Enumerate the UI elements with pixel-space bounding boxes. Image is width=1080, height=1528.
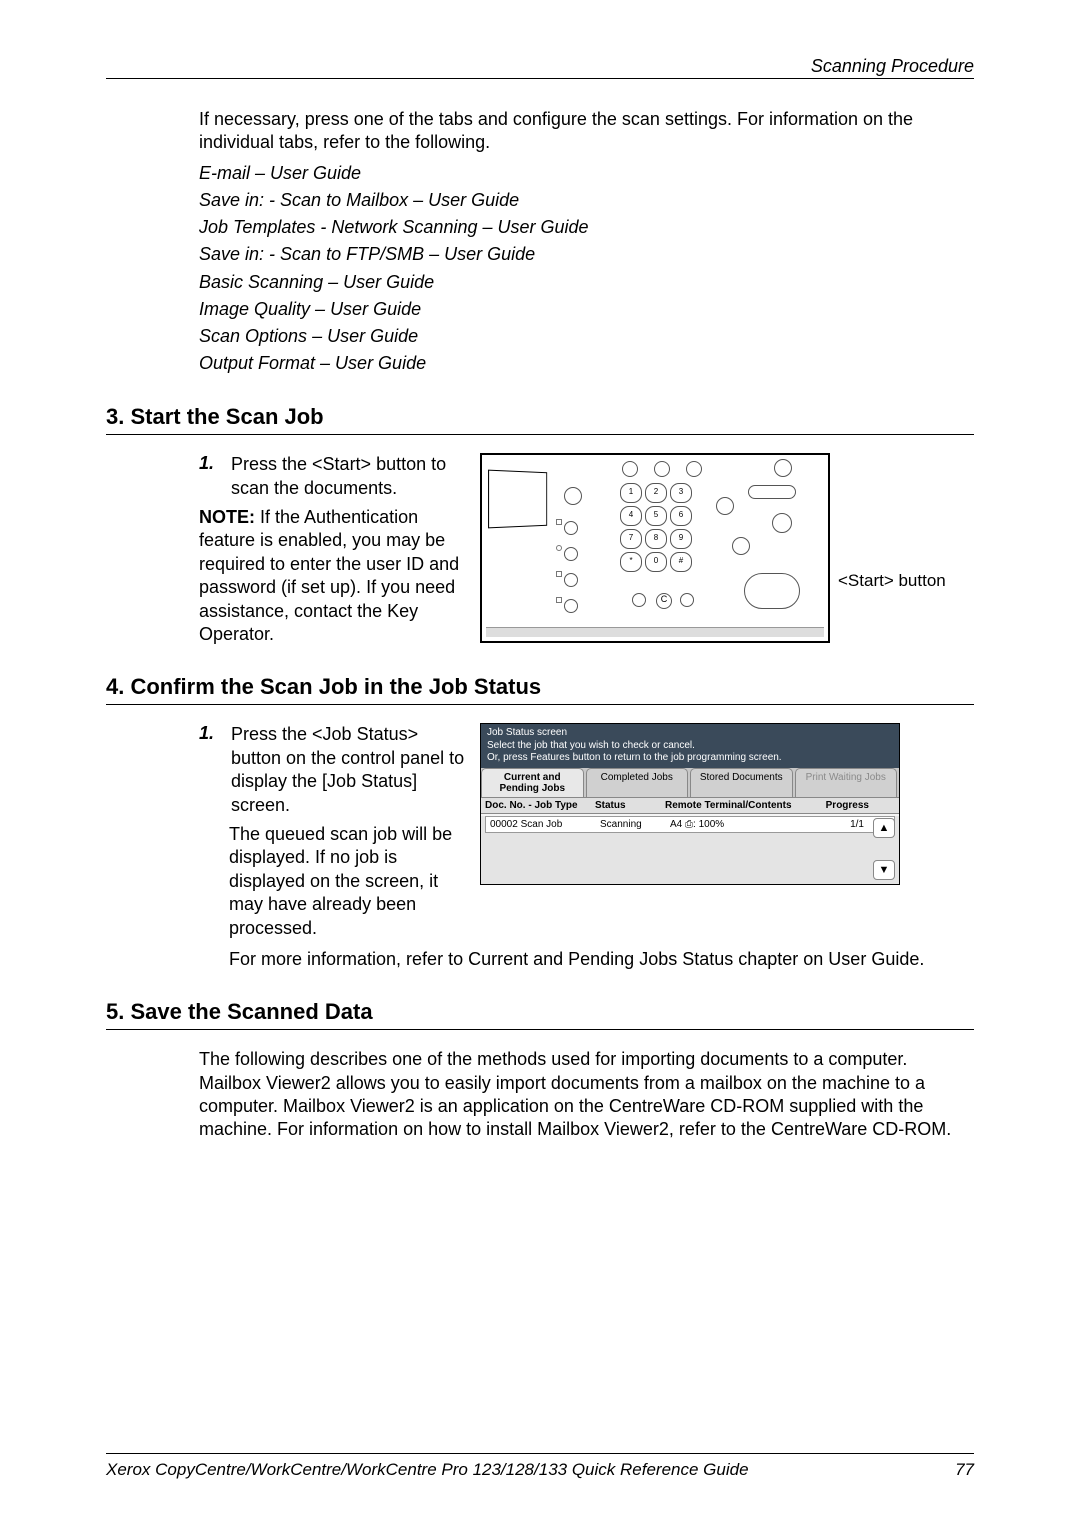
- control-panel-figure: 123 456 789 *0# C <Start> button: [480, 453, 974, 643]
- guide-item: Image Quality – User Guide: [199, 297, 974, 322]
- jss-subtitle: Select the job that you wish to check or…: [487, 740, 893, 753]
- note-text: If the Authentication feature is enabled…: [199, 507, 459, 644]
- col-doc: Doc. No. - Job Type: [481, 798, 591, 813]
- page-number: 77: [955, 1460, 974, 1480]
- tab-current[interactable]: Current and Pending Jobs: [481, 768, 584, 797]
- step-number: 1.: [199, 723, 219, 817]
- jss-subtitle: Or, press Features button to return to t…: [487, 752, 893, 765]
- footer-title: Xerox CopyCentre/WorkCentre/WorkCentre P…: [106, 1460, 749, 1480]
- guide-list: E-mail – User Guide Save in: - Scan to M…: [199, 161, 974, 377]
- step-number: 1.: [199, 453, 219, 500]
- guide-item: E-mail – User Guide: [199, 161, 974, 186]
- tab-stored[interactable]: Stored Documents: [690, 768, 793, 797]
- page-content: If necessary, press one of the tabs and …: [106, 108, 974, 1142]
- jss-body: 00002 Scan Job Scanning A4 ⎙: 100% 1/1 ▲…: [481, 816, 899, 884]
- section-5-rule: [106, 1029, 974, 1030]
- section-3-heading: 3. Start the Scan Job: [106, 404, 974, 430]
- section-4-para2: The queued scan job will be displayed. I…: [229, 823, 466, 940]
- section-5-text: The following describes one of the metho…: [199, 1048, 974, 1142]
- section-4-heading: 4. Confirm the Scan Job in the Job Statu…: [106, 674, 974, 700]
- step-text: Press the <Start> button to scan the doc…: [231, 453, 466, 500]
- table-row[interactable]: 00002 Scan Job Scanning A4 ⎙: 100% 1/1: [485, 816, 895, 833]
- tab-completed[interactable]: Completed Jobs: [586, 768, 689, 797]
- scroll-up-button[interactable]: ▲: [873, 818, 895, 838]
- control-panel-illustration: 123 456 789 *0# C: [480, 453, 830, 643]
- col-progress: Progress: [822, 798, 899, 813]
- scroll-down-button[interactable]: ▼: [873, 860, 895, 880]
- step-text: Press the <Job Status> button on the con…: [231, 723, 466, 817]
- guide-item: Scan Options – User Guide: [199, 324, 974, 349]
- running-header: Scanning Procedure: [811, 56, 974, 77]
- cell-remote: A4 ⎙: 100%: [666, 817, 832, 832]
- section-5-heading: 5. Save the Scanned Data: [106, 999, 974, 1025]
- section-3-row: 1. Press the <Start> button to scan the …: [106, 453, 974, 646]
- jss-title: Job Status screen: [487, 727, 893, 740]
- intro-paragraph: If necessary, press one of the tabs and …: [199, 108, 974, 155]
- footer-rule: [106, 1453, 974, 1454]
- job-status-figure: Job Status screen Select the job that yo…: [480, 723, 974, 885]
- keypad: 123 456 789 *0#: [620, 483, 692, 572]
- note-block: NOTE: If the Authentication feature is e…: [199, 506, 466, 646]
- cell-status: Scanning: [596, 817, 666, 832]
- cell-doc: 00002 Scan Job: [486, 817, 596, 832]
- guide-item: Save in: - Scan to FTP/SMB – User Guide: [199, 242, 974, 267]
- section-3-rule: [106, 434, 974, 435]
- header-rule: [106, 78, 974, 79]
- jss-header-bar: Job Status screen Select the job that yo…: [481, 724, 899, 768]
- jss-tabs: Current and Pending Jobs Completed Jobs …: [481, 768, 899, 797]
- section-4-para3: For more information, refer to Current a…: [229, 948, 974, 971]
- col-status: Status: [591, 798, 661, 813]
- section-4-rule: [106, 704, 974, 705]
- guide-item: Basic Scanning – User Guide: [199, 270, 974, 295]
- guide-item: Job Templates - Network Scanning – User …: [199, 215, 974, 240]
- start-button-shape: [744, 573, 800, 609]
- guide-item: Output Format – User Guide: [199, 351, 974, 376]
- job-status-screen: Job Status screen Select the job that yo…: [480, 723, 900, 885]
- col-remote: Remote Terminal/Contents: [661, 798, 822, 813]
- note-label: NOTE:: [199, 507, 255, 527]
- section-4-row: 1. Press the <Job Status> button on the …: [106, 723, 974, 940]
- guide-item: Save in: - Scan to Mailbox – User Guide: [199, 188, 974, 213]
- jss-column-header: Doc. No. - Job Type Status Remote Termin…: [481, 797, 899, 814]
- page-footer: Xerox CopyCentre/WorkCentre/WorkCentre P…: [106, 1453, 974, 1480]
- start-button-callout: <Start> button: [838, 571, 946, 591]
- tab-print-waiting[interactable]: Print Waiting Jobs: [795, 768, 898, 797]
